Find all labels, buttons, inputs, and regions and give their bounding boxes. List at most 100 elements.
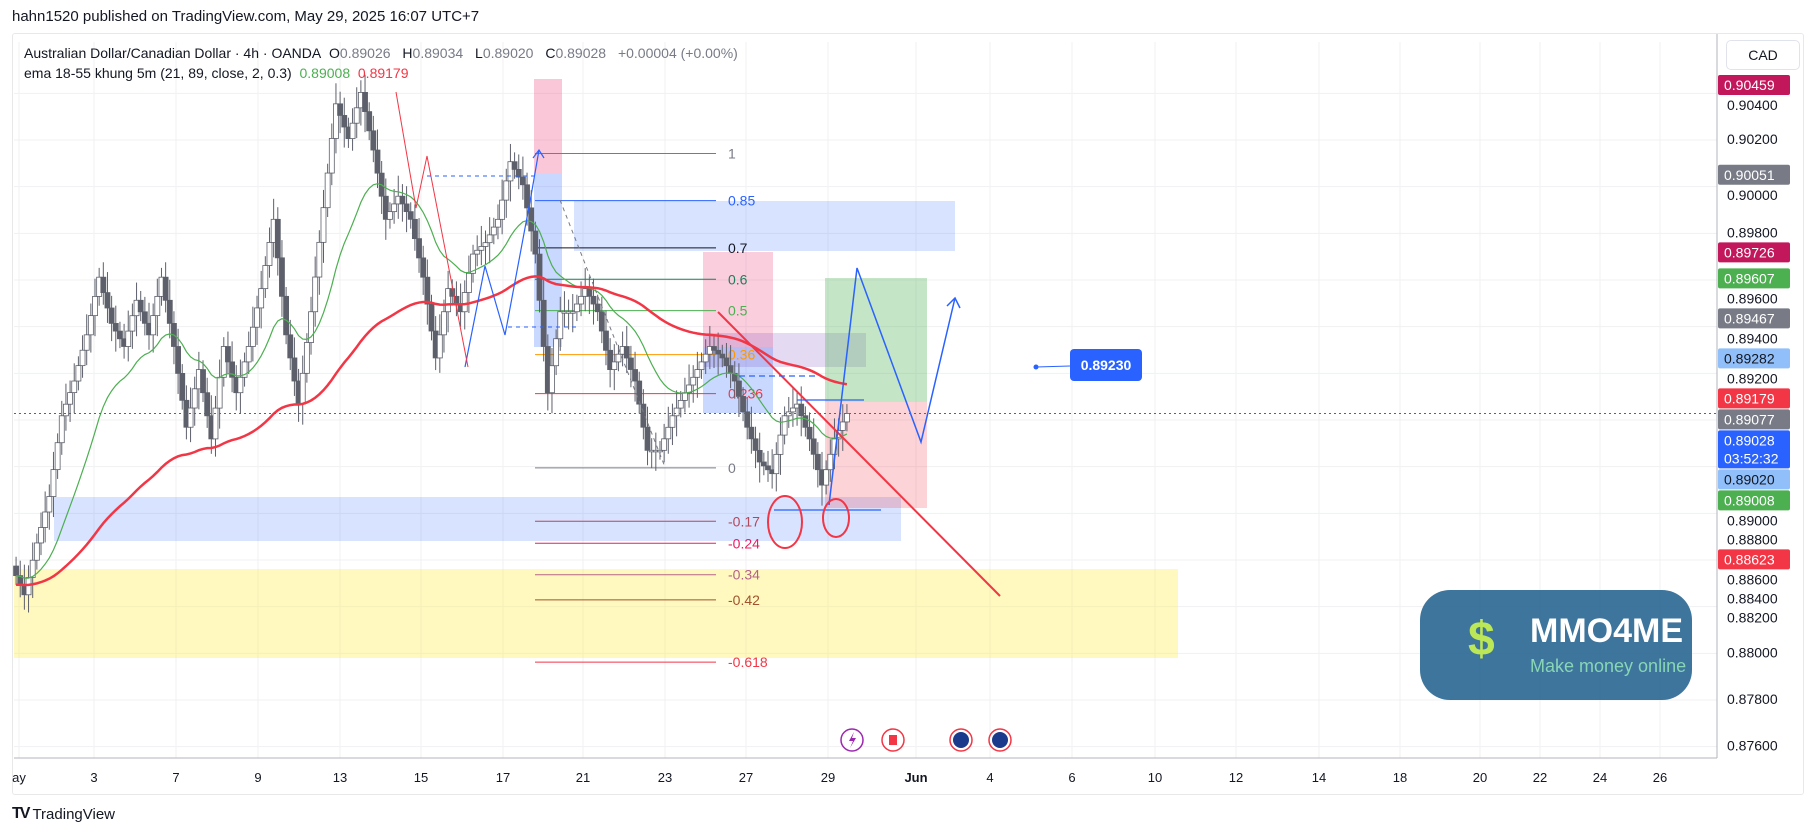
candle-body [112, 322, 119, 332]
candle-body [117, 330, 123, 340]
candle-body [42, 511, 49, 528]
candle-body [615, 353, 622, 363]
candle-body [179, 373, 186, 401]
y-tick-label: 0.88400 [1727, 590, 1778, 606]
symbol-name[interactable]: Australian Dollar/Canadian Dollar · 4h ·… [24, 45, 322, 61]
candle-body [698, 361, 705, 370]
price-badge [1718, 75, 1790, 95]
lightning-icon [849, 732, 856, 748]
candle-body [58, 415, 65, 444]
candle-body [682, 392, 688, 401]
candle-body [387, 211, 393, 220]
candle-body [150, 315, 157, 336]
y-tick-label: 0.90200 [1727, 131, 1778, 147]
candle-body [632, 369, 638, 382]
candle-body [486, 234, 493, 244]
x-tick-label: 27 [739, 770, 753, 785]
y-tick-label: 0.90400 [1727, 97, 1778, 113]
y-tick-label: 0.88600 [1727, 571, 1778, 587]
candle-body [827, 453, 834, 471]
candle-body [702, 353, 709, 363]
price-badge-value: 0.88623 [1724, 551, 1775, 567]
candle-body [428, 303, 435, 332]
candle-body [790, 407, 796, 413]
currency-button[interactable]: CAD [1726, 40, 1800, 70]
candle-body [607, 349, 614, 370]
candle-body [478, 246, 485, 251]
fib-level-label: 0.7 [728, 240, 748, 256]
x-tick-label: 23 [658, 770, 672, 785]
candle-body [33, 542, 40, 561]
y-tick-label: 0.90000 [1727, 187, 1778, 203]
x-tick-label: 9 [254, 770, 261, 785]
price-badge [1718, 164, 1790, 185]
candle-body [665, 426, 672, 440]
candle-body [519, 176, 526, 186]
x-tick-label: 18 [1393, 770, 1407, 785]
price-badge [1718, 348, 1790, 369]
mmo4me-watermark: $ MMO4ME Make money online [1420, 590, 1692, 700]
candle-body [411, 218, 418, 240]
candle-body [420, 257, 427, 278]
candle-body [598, 311, 605, 332]
y-tick-label: 0.89400 [1727, 330, 1778, 346]
candle-body [382, 195, 389, 220]
candle-body [108, 307, 115, 324]
price-label-bubble[interactable]: 0.89230 [1070, 349, 1142, 381]
x-tick-label: 10 [1148, 770, 1162, 785]
price-badge [1718, 242, 1790, 263]
fib-level-label: -0.17 [728, 513, 760, 529]
candle-body [212, 407, 219, 440]
candle-body [524, 184, 530, 209]
candle-body [67, 392, 73, 405]
candle-body [553, 338, 560, 367]
australia-flag-icon[interactable] [949, 728, 973, 752]
fib-level-label: -0.618 [728, 654, 768, 670]
candle-body [287, 334, 294, 359]
candle-body [594, 303, 601, 313]
candle-body [736, 380, 742, 397]
candle-body [482, 242, 489, 247]
flag-icon [992, 732, 1008, 748]
candle-body [254, 307, 260, 328]
candle-body [603, 330, 609, 351]
price-badge-value: 0.89607 [1724, 270, 1775, 286]
price-badge-value: 0.90051 [1724, 167, 1775, 183]
fib-level-label: 0.6 [728, 271, 748, 287]
candle-body [590, 295, 597, 305]
indicator-name[interactable]: ema 18-55 khung 5m (21, 89, close, 2, 0.… [24, 65, 292, 81]
australia-flag-icon[interactable] [988, 728, 1012, 752]
price-badge [1718, 388, 1790, 409]
x-tick-label: 7 [172, 770, 179, 785]
y-tick-label: 0.88200 [1727, 609, 1778, 625]
candle-body [503, 180, 510, 201]
x-tick-label: 14 [1312, 770, 1326, 785]
candle-body [636, 380, 643, 405]
candle-body [611, 361, 618, 370]
candle-body [823, 469, 830, 486]
candle-body [341, 115, 348, 128]
candle-body [661, 438, 668, 451]
candle-body [299, 372, 306, 405]
candle-body [403, 203, 410, 213]
red-zigzag [395, 91, 469, 368]
candle-body [694, 369, 701, 378]
lightning-icon[interactable] [840, 728, 864, 752]
canada-flag-icon[interactable] [881, 728, 905, 752]
bubble-anchor [1033, 364, 1039, 370]
candle-body [316, 241, 323, 278]
candle-body [349, 122, 356, 140]
candle-body [191, 388, 198, 409]
candle-body [249, 326, 256, 347]
symbol-legend: Australian Dollar/Canadian Dollar · 4h ·… [24, 45, 746, 61]
candle-body [752, 438, 759, 451]
fib-level-label: 0.85 [728, 193, 755, 209]
price-badge [1718, 308, 1790, 329]
high-value: 0.89034 [412, 45, 464, 61]
candle-body [673, 407, 680, 417]
y-tick-label: 0.87600 [1727, 738, 1778, 754]
yellow-zone [14, 569, 1178, 658]
flag-icon [953, 732, 969, 748]
candle-body [810, 438, 817, 455]
